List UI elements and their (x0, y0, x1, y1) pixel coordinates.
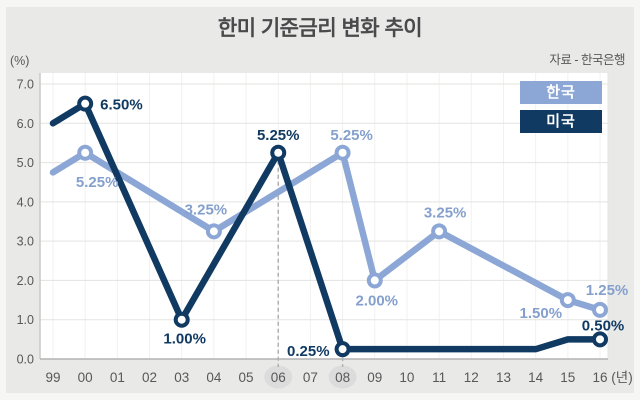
y-axis-tick-label: 6.0 (17, 117, 34, 131)
legend-item-korea: 한국 (520, 81, 602, 104)
y-axis-tick-label: 5.0 (17, 156, 34, 170)
data-point-marker (366, 272, 383, 289)
x-axis-tick-label: 01 (110, 370, 125, 385)
y-axis-tick-label: 2.0 (17, 274, 34, 288)
data-point-label: 0.25% (287, 343, 330, 360)
x-axis-tick-label: 07 (303, 370, 318, 385)
data-point-label: 2.00% (355, 292, 398, 309)
x-axis-tick-label: 04 (206, 370, 222, 385)
y-axis-tick-label: 0.0 (17, 353, 34, 367)
data-point-label: 1.50% (520, 305, 563, 322)
series-line (49, 100, 604, 353)
x-axis-tick-label: 03 (174, 370, 189, 385)
x-axis-tick-label: 00 (78, 370, 93, 385)
legend-item-usa: 미국 (520, 110, 602, 133)
data-point-marker (334, 341, 351, 358)
x-axis-tick-label: 02 (142, 370, 157, 385)
x-axis-unit-label: (년) (611, 370, 632, 385)
data-point-marker (270, 144, 287, 161)
y-axis-tick-label: 7.0 (17, 78, 34, 92)
y-axis-unit-label: (%) (10, 54, 30, 68)
x-axis-tick-label: 12 (464, 370, 479, 385)
data-point-label: 1.25% (586, 282, 629, 299)
data-point-label: 5.25% (330, 127, 373, 144)
y-axis-tick-label: 4.0 (17, 195, 34, 209)
data-point-marker (334, 144, 351, 161)
data-point-label: 1.00% (163, 331, 206, 348)
x-axis-tick-label: 13 (496, 370, 511, 385)
data-point-marker (592, 301, 608, 318)
x-axis-tick-label: 15 (560, 370, 575, 385)
x-axis-tick-label: 11 (432, 370, 446, 385)
x-label-highlight (328, 365, 357, 389)
x-axis-tick-label: 99 (45, 370, 60, 385)
data-point-label: 3.25% (424, 204, 467, 221)
y-axis-tick-label: 3.0 (17, 235, 34, 249)
data-point-marker (592, 331, 608, 348)
data-point-marker (173, 311, 190, 328)
x-axis-tick-label: 05 (239, 370, 254, 385)
data-point-label: 6.50% (100, 97, 143, 114)
chart-title: 한미 기준금리 변화 추이 (217, 17, 423, 40)
x-label-highlight (264, 365, 293, 389)
data-point-marker (77, 95, 94, 112)
x-axis-tick-label: 09 (367, 370, 382, 385)
x-axis-tick-label: 10 (399, 370, 414, 385)
y-axis-tick-label: 1.0 (17, 313, 34, 327)
source-label: 자료 - 한국은행 (549, 53, 625, 67)
x-axis-tick-label: 14 (528, 370, 544, 385)
data-point-marker (559, 292, 576, 309)
x-axis-tick-label: 08 (335, 370, 350, 385)
data-point-label: 5.25% (257, 127, 300, 144)
data-point-label: 3.25% (185, 201, 228, 218)
data-point-marker (77, 144, 94, 161)
legend: 한국 미국 (520, 81, 602, 139)
data-point-label: 0.50% (582, 317, 625, 334)
data-point-marker (205, 223, 222, 240)
series-line (49, 149, 604, 314)
x-axis-tick-label: 16 (592, 370, 607, 385)
data-point-label: 5.25% (76, 174, 119, 191)
x-axis-tick-label: 06 (271, 370, 286, 385)
data-point-marker (431, 223, 448, 240)
